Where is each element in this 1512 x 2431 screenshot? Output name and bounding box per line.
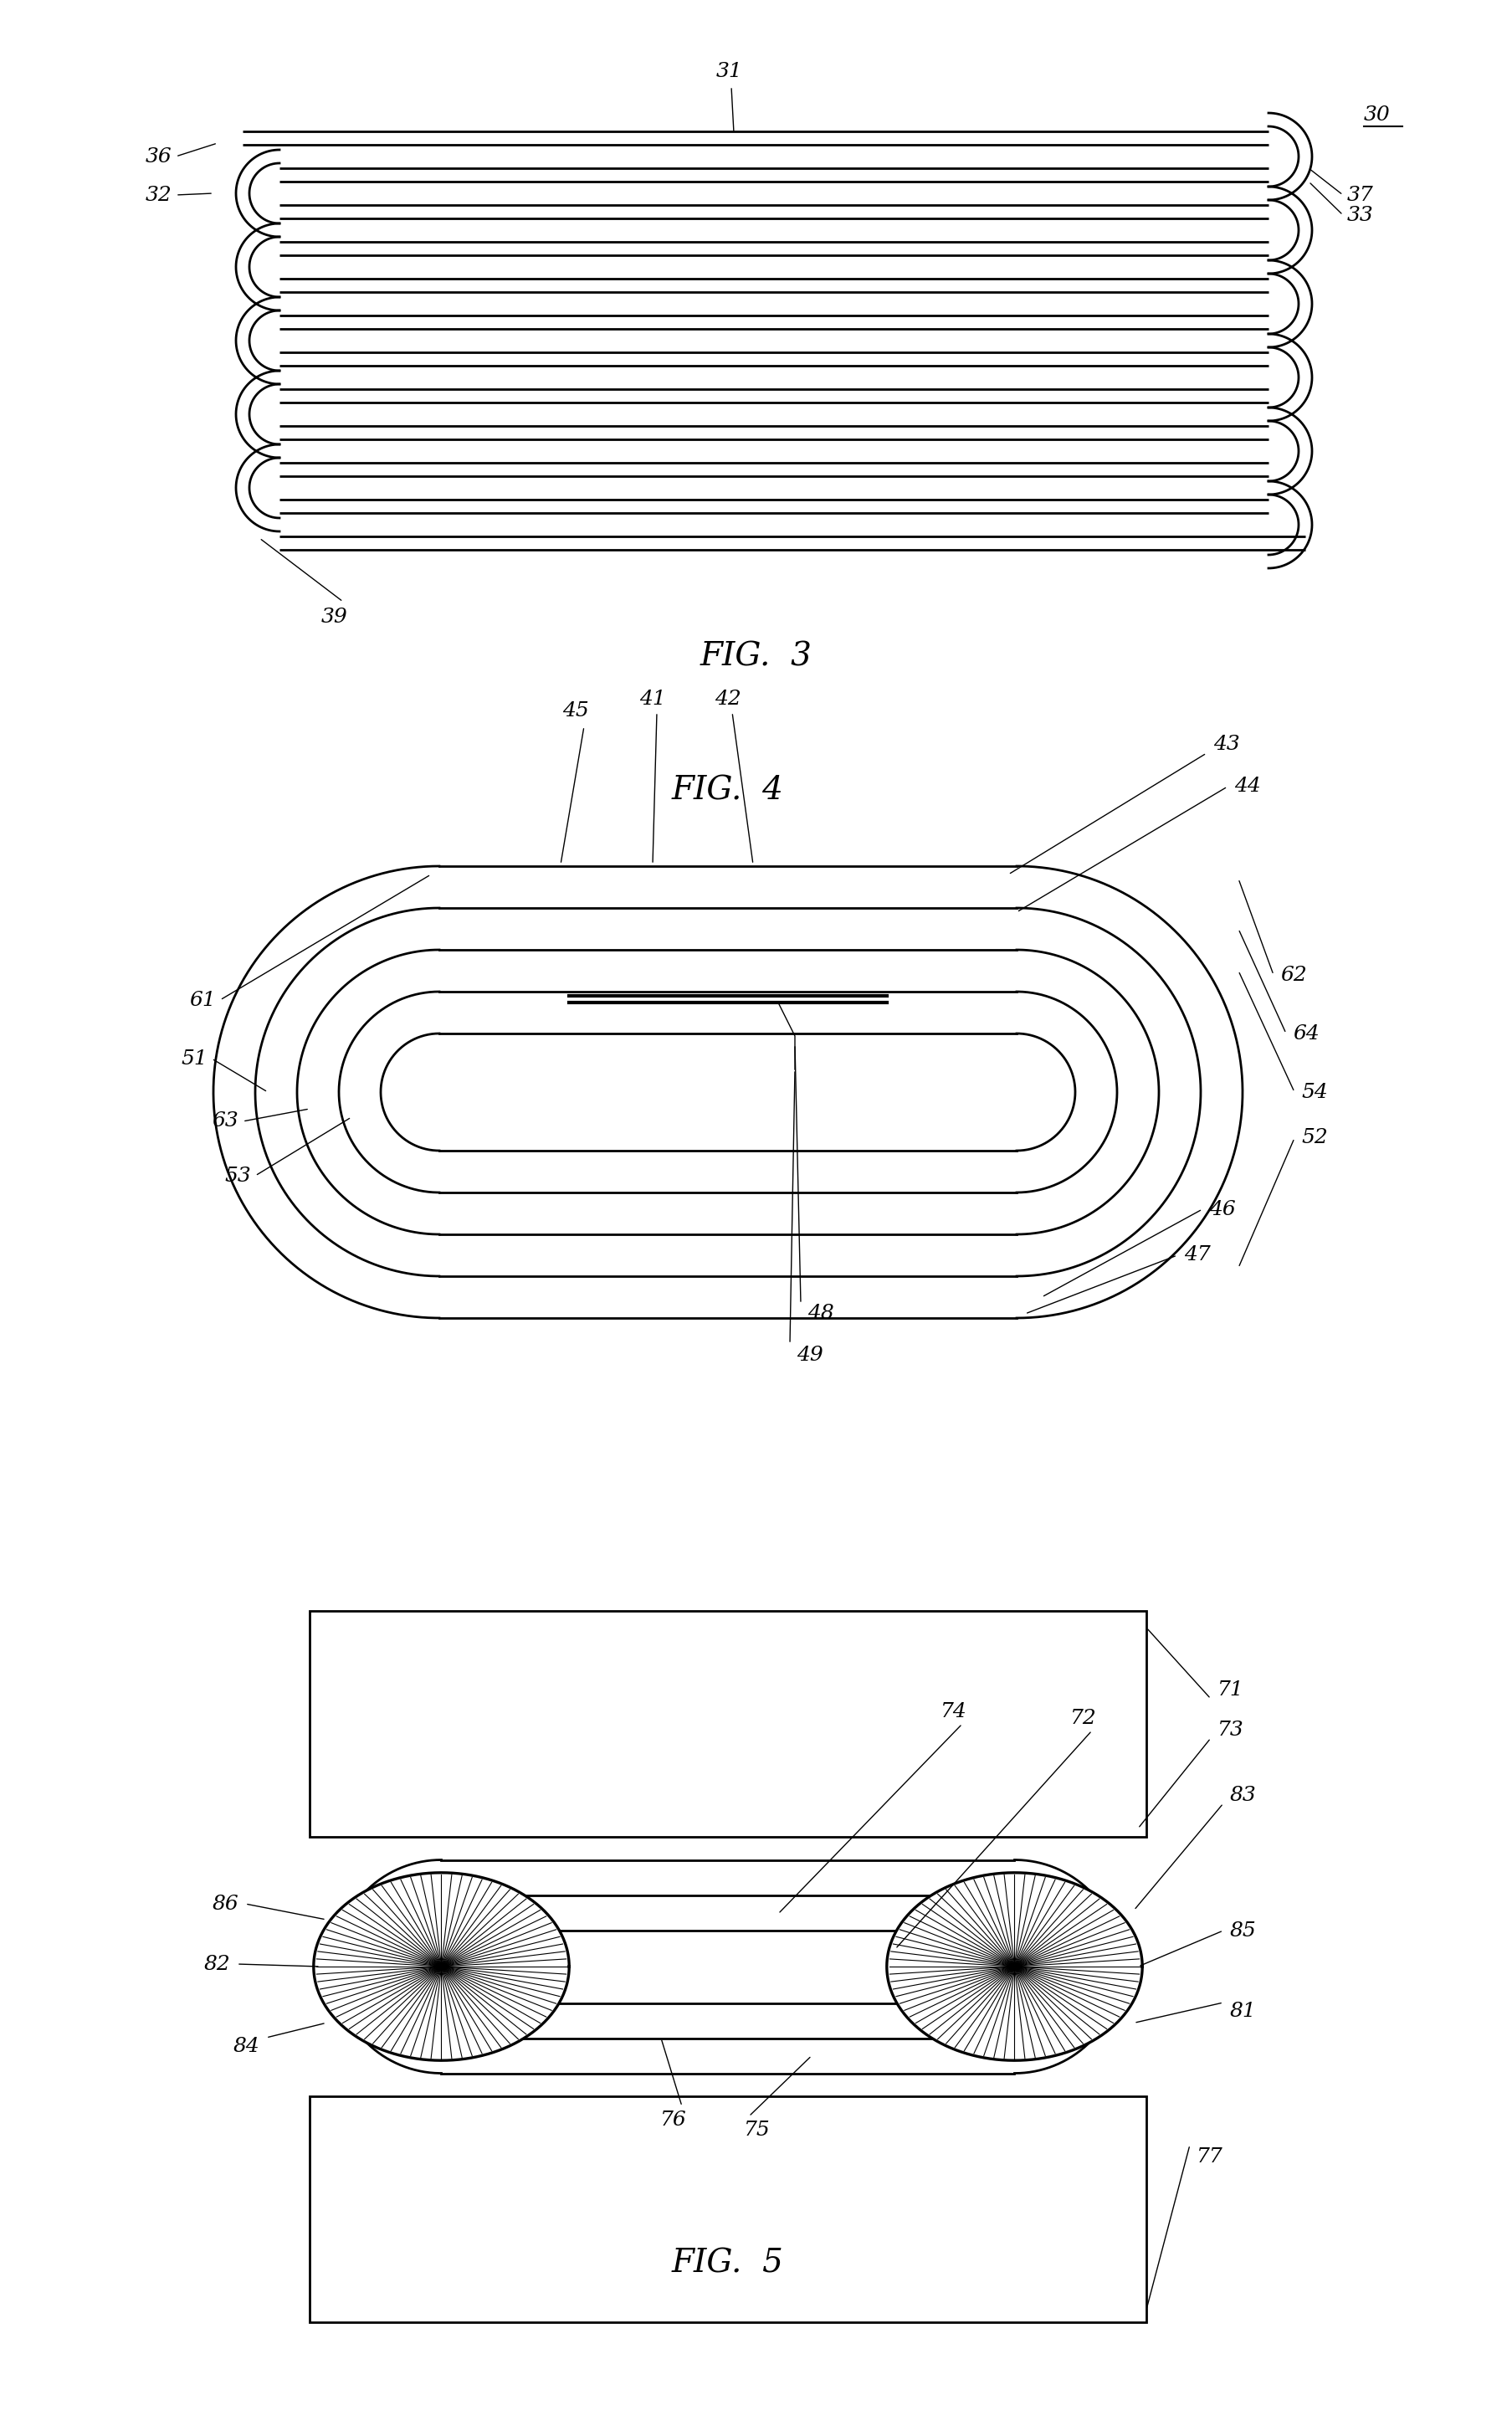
Text: 73: 73 bbox=[1217, 1721, 1243, 1738]
Text: 71: 71 bbox=[1217, 1680, 1243, 1699]
Text: 77: 77 bbox=[1196, 2147, 1222, 2166]
Text: 43: 43 bbox=[1213, 734, 1240, 754]
Polygon shape bbox=[313, 1872, 569, 2061]
Text: 52: 52 bbox=[1300, 1128, 1328, 1147]
Text: 33: 33 bbox=[1346, 207, 1373, 224]
Text: FIG.  3: FIG. 3 bbox=[700, 642, 812, 673]
Text: 62: 62 bbox=[1279, 965, 1306, 985]
Text: 32: 32 bbox=[145, 185, 171, 204]
Text: 64: 64 bbox=[1293, 1023, 1318, 1043]
Text: 44: 44 bbox=[1234, 778, 1259, 797]
Text: 83: 83 bbox=[1229, 1784, 1256, 1804]
Text: 47: 47 bbox=[1184, 1245, 1210, 1264]
Text: 41: 41 bbox=[640, 688, 665, 707]
Text: 74: 74 bbox=[940, 1702, 966, 1721]
Text: 48: 48 bbox=[807, 1303, 833, 1322]
Text: 76: 76 bbox=[659, 2110, 686, 2130]
Bar bbox=[310, 2096, 1146, 2322]
Text: 82: 82 bbox=[204, 1955, 230, 1974]
Text: 36: 36 bbox=[145, 146, 171, 165]
Text: FIG.  4: FIG. 4 bbox=[671, 775, 783, 807]
Text: 84: 84 bbox=[233, 2037, 259, 2057]
Text: 54: 54 bbox=[1300, 1082, 1328, 1101]
Text: 86: 86 bbox=[212, 1894, 239, 1913]
Text: 39: 39 bbox=[321, 608, 348, 627]
Text: 31: 31 bbox=[717, 61, 742, 80]
Text: 51: 51 bbox=[181, 1048, 207, 1067]
Text: 85: 85 bbox=[1229, 1920, 1256, 1940]
Bar bbox=[310, 1612, 1146, 1838]
Polygon shape bbox=[886, 1872, 1142, 2061]
Text: 81: 81 bbox=[1229, 2001, 1256, 2020]
Text: 63: 63 bbox=[212, 1111, 239, 1130]
Text: FIG.  5: FIG. 5 bbox=[671, 2249, 783, 2280]
Text: 37: 37 bbox=[1346, 185, 1373, 204]
Text: 45: 45 bbox=[562, 703, 588, 722]
Text: 30: 30 bbox=[1364, 105, 1390, 124]
Text: 49: 49 bbox=[797, 1347, 823, 1366]
Text: 72: 72 bbox=[1069, 1709, 1096, 1728]
Text: 46: 46 bbox=[1208, 1198, 1235, 1218]
Text: 42: 42 bbox=[714, 688, 741, 707]
Text: 75: 75 bbox=[744, 2120, 770, 2139]
Text: 61: 61 bbox=[189, 989, 216, 1009]
Text: 53: 53 bbox=[224, 1167, 251, 1186]
